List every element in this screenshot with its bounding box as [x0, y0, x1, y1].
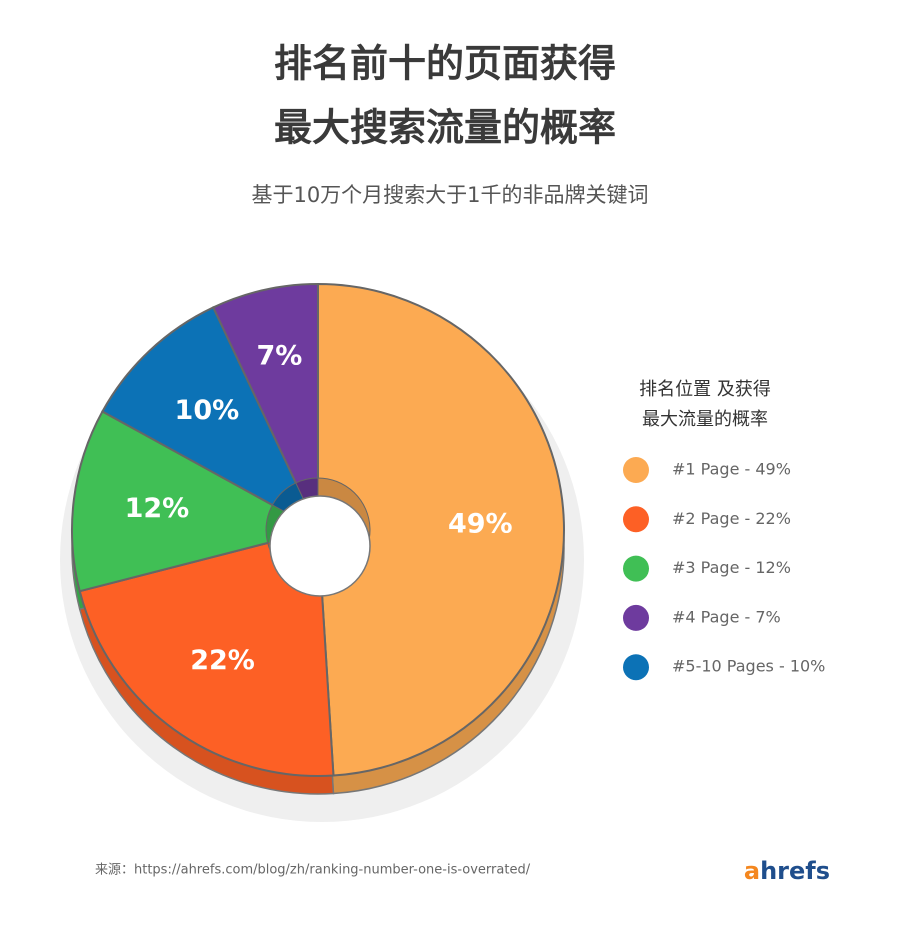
- legend-title: 最大流量的概率: [642, 409, 768, 430]
- pie-slice: [317, 282, 565, 777]
- chart-title: 最大搜索流量的概率: [274, 106, 616, 150]
- legend-swatch: [623, 457, 649, 483]
- subtitle: 基于10万个月搜索大于1千的非品牌关键词: [251, 183, 648, 207]
- data-label: 7%: [256, 341, 302, 372]
- hole: [269, 495, 371, 597]
- logo: ahrefs: [744, 857, 830, 885]
- source: 来源：https://ahrefs.com/blog/zh/ranking-nu…: [95, 863, 531, 878]
- data-label: 12%: [125, 493, 190, 524]
- legend-swatch: [623, 654, 649, 681]
- legend-label: #2 Page - 22%: [672, 509, 791, 528]
- pie: 49% 22% 12% 10% 7%: [71, 282, 565, 795]
- legend-swatch: [623, 555, 649, 582]
- legend-swatch: [623, 604, 649, 631]
- data-label: 10%: [175, 395, 240, 426]
- legend-title: 排名位置 及获得: [639, 379, 771, 400]
- pie-slice: [211, 282, 319, 531]
- pie-slice: [78, 528, 335, 777]
- pie-slice: [101, 306, 321, 533]
- data-label: 22%: [190, 645, 255, 676]
- legend-label: #5-10 Pages - 10%: [672, 657, 825, 676]
- legend-swatch: [623, 506, 649, 533]
- chart-title: 排名前十的页面获得: [274, 42, 616, 86]
- legend-label: #3 Page - 12%: [672, 558, 791, 577]
- data-label: 49%: [448, 508, 513, 539]
- legend-label: #4 Page - 7%: [672, 607, 781, 626]
- legend-label: #1 Page - 49%: [672, 460, 791, 479]
- pie-slice: [71, 410, 321, 593]
- legend: #1 Page - 49% #2 Page - 22% #3 Page - 12% #…: [623, 457, 825, 681]
